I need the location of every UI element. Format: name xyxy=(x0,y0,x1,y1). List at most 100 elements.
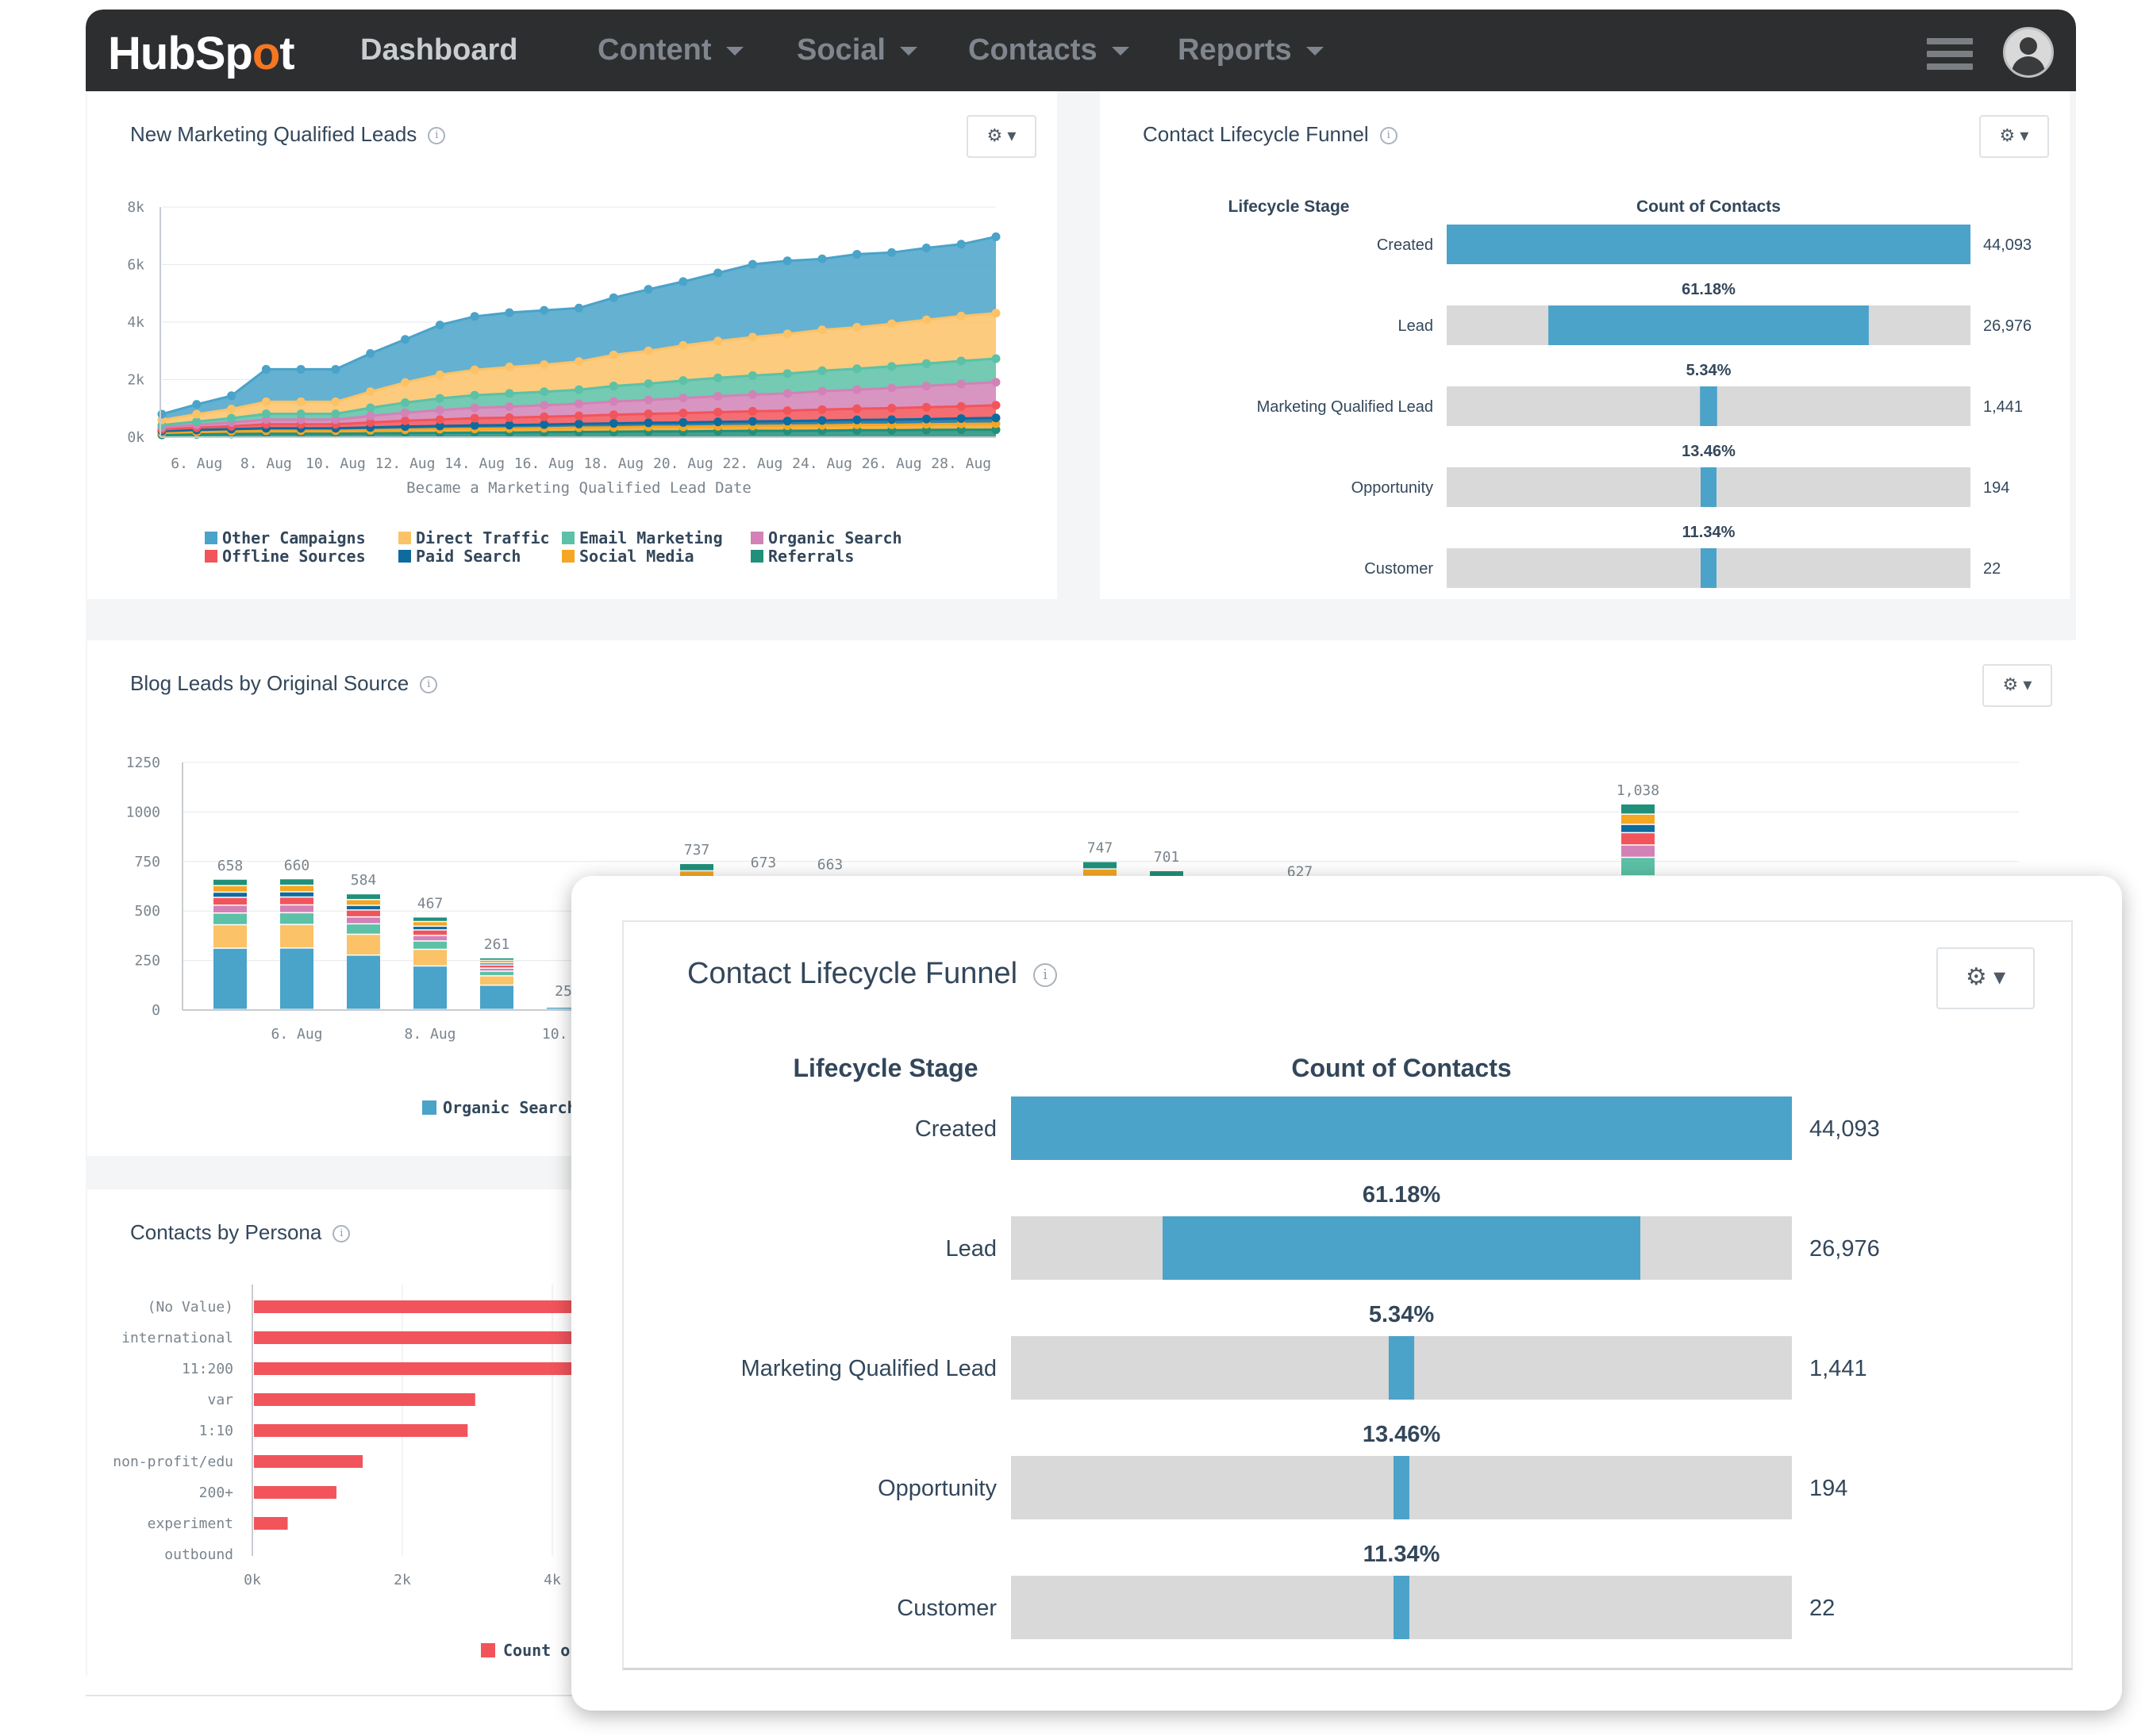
bar-segment xyxy=(480,958,513,960)
settings-gear-button[interactable]: ⚙ ▾ xyxy=(1936,947,2035,1009)
legend-swatch xyxy=(398,532,411,544)
legend-label: Other Campaigns xyxy=(222,528,366,547)
panel-title: New Marketing Qualified Leads i xyxy=(130,122,446,147)
legend-swatch xyxy=(422,1100,436,1115)
y-tick-label: 6k xyxy=(127,257,144,274)
user-avatar[interactable] xyxy=(2003,27,2054,78)
bar-segment xyxy=(480,961,513,962)
bar-segment xyxy=(480,976,513,985)
nav-item-content[interactable]: Content xyxy=(598,33,744,67)
bar-segment xyxy=(1621,845,1655,857)
info-icon[interactable]: i xyxy=(1033,962,1058,987)
nav-item-social[interactable]: Social xyxy=(797,33,917,67)
data-point xyxy=(609,397,618,406)
funnel-bar xyxy=(1700,386,1717,426)
hubspot-logo[interactable]: HubSpot xyxy=(108,28,295,79)
bar-segment xyxy=(280,892,313,897)
data-point xyxy=(887,383,897,393)
data-point xyxy=(401,378,410,387)
data-point xyxy=(366,387,375,397)
data-point xyxy=(644,285,653,294)
data-point xyxy=(713,407,723,417)
category-label: 1:10 xyxy=(199,1423,233,1439)
data-point xyxy=(331,397,340,406)
data-point xyxy=(852,385,862,394)
data-point xyxy=(540,360,549,370)
y-tick-label: 1250 xyxy=(126,755,160,771)
conversion-rate: 11.34% xyxy=(1363,1542,1440,1567)
data-point xyxy=(991,378,1001,387)
bar-segment xyxy=(1621,804,1655,814)
bar-total-label: 660 xyxy=(284,857,310,874)
info-icon[interactable]: i xyxy=(428,127,446,145)
category-label: var xyxy=(207,1392,233,1408)
legend-label: Email Marketing xyxy=(579,528,723,547)
data-point xyxy=(748,390,757,399)
count-value: 1,441 xyxy=(1809,1356,1867,1381)
data-point xyxy=(956,401,966,411)
mql-area-chart: 0k 2k 4k 6k 8k 6. Aug 8. Aug 10. Aug 12. Aug 14. … xyxy=(127,199,1001,566)
data-point xyxy=(157,409,167,419)
data-point xyxy=(921,414,931,424)
data-point xyxy=(887,319,897,328)
bar-segment xyxy=(347,935,380,954)
nav-label: Reports xyxy=(1178,33,1292,67)
settings-gear-button[interactable]: ⚙ ▾ xyxy=(1979,115,2049,158)
x-tick-label: 6. Aug xyxy=(271,1026,322,1043)
settings-gear-button[interactable]: ⚙ ▾ xyxy=(967,115,1036,158)
data-point xyxy=(748,259,757,269)
bar-segment xyxy=(280,885,313,892)
settings-gear-button[interactable]: ⚙ ▾ xyxy=(1982,664,2052,707)
bar-total-label: 584 xyxy=(351,872,377,889)
gear-icon: ⚙ ▾ xyxy=(1999,125,2029,145)
menu-icon[interactable] xyxy=(1927,38,1973,70)
funnel-bar xyxy=(1447,225,1970,264)
bar-segment xyxy=(1621,814,1655,824)
legend-swatch xyxy=(398,550,411,563)
data-point xyxy=(991,425,1001,435)
nav-item-contacts[interactable]: Contacts xyxy=(968,33,1129,67)
legend-label: Offline Sources xyxy=(222,547,366,566)
data-point xyxy=(782,329,792,339)
bar-segment xyxy=(680,864,713,870)
chevron-down-icon xyxy=(1111,47,1129,56)
data-point xyxy=(748,371,757,380)
data-point xyxy=(956,356,966,366)
conversion-rate: 61.18% xyxy=(1682,281,1736,298)
column-header-stage: Lifecycle Stage xyxy=(794,1054,978,1082)
y-tick-label: 2k xyxy=(127,372,144,389)
data-point xyxy=(505,421,514,430)
legend-swatch xyxy=(481,1643,495,1657)
funnel-bar xyxy=(1394,1576,1409,1639)
data-point xyxy=(644,395,653,405)
bar-segment xyxy=(413,966,447,1009)
data-point xyxy=(609,419,618,428)
data-point xyxy=(505,308,514,317)
funnel-bar xyxy=(1011,1097,1792,1160)
category-label: (No Value) xyxy=(148,1299,233,1315)
bar-segment xyxy=(213,893,247,897)
x-tick-label: 8. Aug xyxy=(404,1026,456,1043)
bar-total-label: 701 xyxy=(1154,849,1180,866)
data-point xyxy=(713,268,723,278)
info-icon[interactable]: i xyxy=(333,1225,351,1243)
conversion-rate: 5.34% xyxy=(1369,1302,1434,1327)
area-series xyxy=(162,236,996,421)
legend-swatch xyxy=(562,532,575,544)
data-point xyxy=(505,363,514,372)
bar-segment xyxy=(1083,869,1117,876)
stage-label: Created xyxy=(915,1116,997,1142)
bar-segment xyxy=(480,971,513,976)
legend-label: Direct Traffic xyxy=(416,528,550,547)
data-point xyxy=(296,364,306,374)
data-point xyxy=(470,365,479,374)
data-point xyxy=(435,370,444,379)
y-tick-label: 500 xyxy=(134,903,160,920)
data-point xyxy=(505,402,514,412)
data-point xyxy=(921,315,931,325)
nav-item-dashboard[interactable]: Dashboard xyxy=(360,33,517,67)
info-icon[interactable]: i xyxy=(1379,127,1397,145)
info-icon[interactable]: i xyxy=(420,676,438,694)
nav-item-reports[interactable]: Reports xyxy=(1178,33,1324,67)
data-point xyxy=(401,408,410,417)
